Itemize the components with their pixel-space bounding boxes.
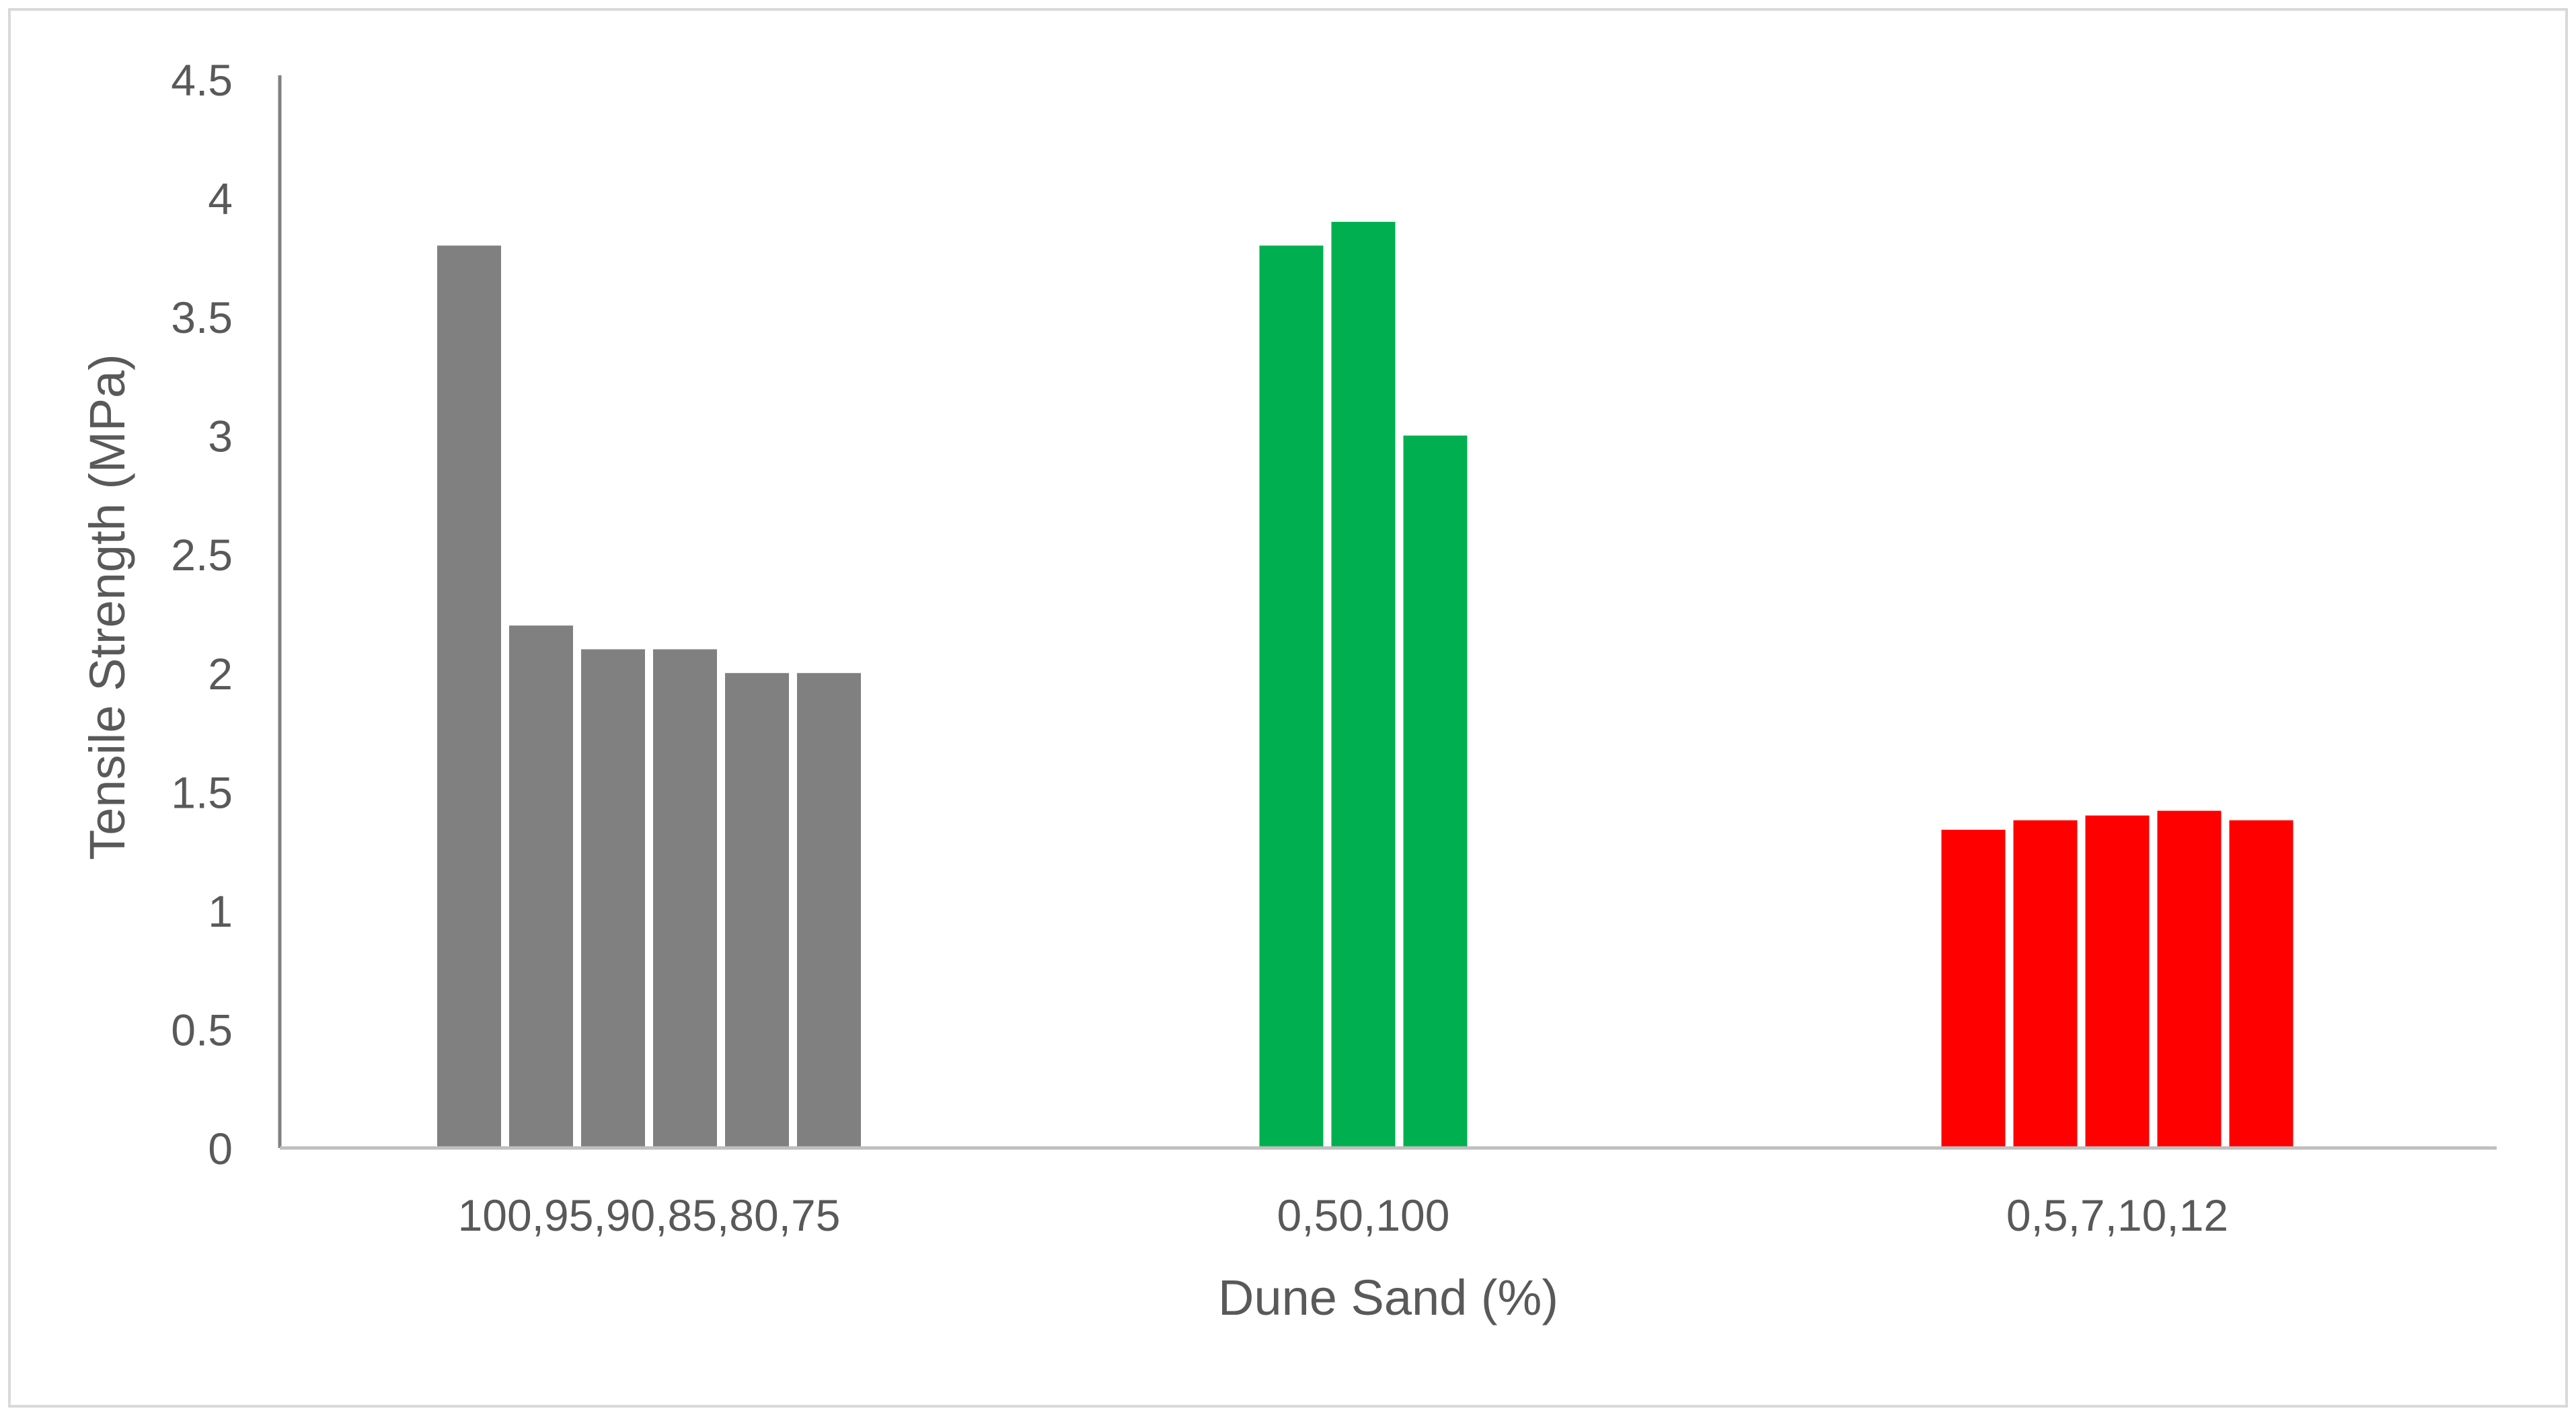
y-tick-label: 0.5 <box>171 1005 233 1054</box>
y-tick-label: 0 <box>208 1124 233 1174</box>
x-tick-label: 100,95,90,85,80,75 <box>458 1190 841 1240</box>
bar <box>797 673 861 1148</box>
bar <box>437 245 501 1149</box>
bars-layer <box>437 221 2294 1149</box>
y-tick-label: 4 <box>208 174 233 224</box>
y-tick-labels: 0 0.5 1 1.5 2 2.5 3 3.5 4 4.5 <box>171 55 233 1174</box>
bar <box>2157 810 2222 1148</box>
x-tick-labels: 100,95,90,85,80,75 0,50,100 0,5,7,10,12 <box>458 1190 2229 1240</box>
bar <box>2085 815 2150 1148</box>
bar <box>2229 820 2294 1148</box>
y-tick-label: 2.5 <box>171 530 233 580</box>
x-tick-label: 0,5,7,10,12 <box>2006 1190 2228 1240</box>
y-tick-label: 2 <box>208 649 233 699</box>
x-tick-label: 0,50,100 <box>1277 1190 1450 1240</box>
bar <box>653 649 717 1148</box>
y-axis-label: Tensile Strength (MPa) <box>79 354 135 860</box>
bar <box>581 649 645 1148</box>
y-tick-label: 4.5 <box>171 55 233 105</box>
bar <box>509 625 573 1148</box>
y-tick-label: 3.5 <box>171 293 233 342</box>
x-axis-label: Dune Sand (%) <box>1218 1270 1558 1326</box>
bar <box>2013 820 2078 1148</box>
bar <box>1941 829 2006 1148</box>
y-tick-label: 3 <box>208 412 233 461</box>
bar <box>1403 435 1468 1148</box>
bar <box>1331 221 1396 1148</box>
y-tick-label: 1 <box>208 886 233 936</box>
bar <box>725 673 789 1148</box>
bar <box>1259 245 1324 1149</box>
y-tick-label: 1.5 <box>171 767 233 817</box>
